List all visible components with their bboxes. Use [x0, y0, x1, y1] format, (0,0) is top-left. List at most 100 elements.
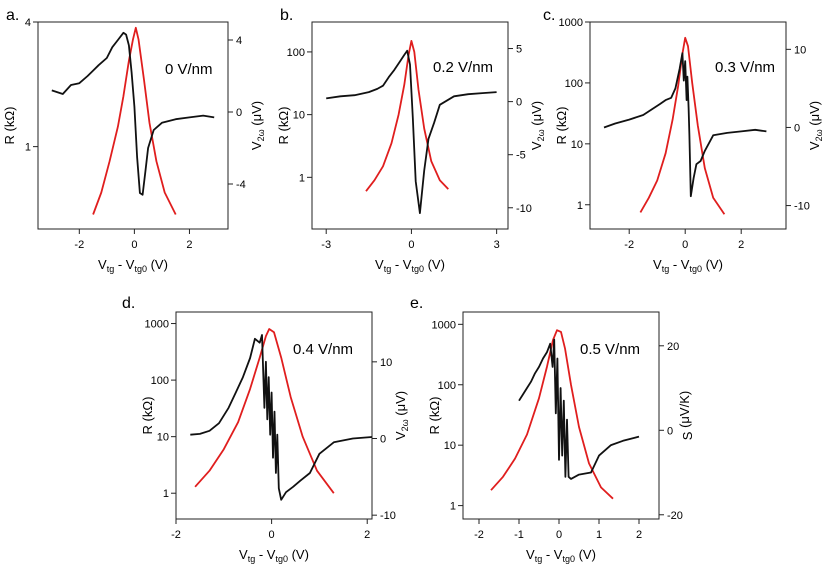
x-label-main: V: [239, 547, 248, 562]
panel-e: e. 0.5 V/nm -2 -1 0 1 2 1 10 100 1000 20 0 -20 Vtg - V…: [410, 295, 695, 564]
field-annotation: 0 V/nm: [165, 61, 213, 78]
x-tick-label: 0: [131, 239, 137, 251]
left-tick-label: 10: [444, 440, 456, 452]
x-tick-label: -1: [514, 529, 524, 541]
right-tick-label: -5: [516, 150, 526, 162]
series-line-v2w: [326, 49, 497, 214]
left-tick-label: 1000: [432, 319, 456, 331]
right-tick-label: 0: [794, 122, 800, 134]
right-label-unit: (μV/K): [677, 391, 692, 432]
right-label-unit: (μV): [393, 391, 408, 419]
right-label-main: S: [680, 431, 695, 440]
right-tick-label: 10: [380, 357, 392, 369]
right-axis-label: V2ω (μV): [529, 101, 546, 150]
left-tick-label: 100: [438, 380, 456, 392]
left-axis-label: R (kΩ): [276, 107, 291, 145]
x-label-mid: - V: [542, 547, 563, 562]
series-line-v2w: [51, 31, 215, 196]
right-tick-label: 0: [667, 425, 673, 437]
panel-label: e.: [410, 295, 423, 312]
right-label-sub: 2ω: [256, 129, 266, 141]
x-axis-label: Vtg - Vtg0 (V): [653, 257, 723, 274]
right-axis-label: V2ω (μV): [393, 391, 410, 440]
x-label-sub2: tg0: [411, 264, 424, 274]
left-axis-label: R (kΩ): [140, 397, 155, 435]
right-label-unit: (μV): [249, 101, 264, 129]
panel-label: a.: [6, 7, 19, 24]
x-label-sub2: tg0: [134, 264, 147, 274]
x-tick-label: -2: [474, 529, 484, 541]
field-annotation: 0.3 V/nm: [715, 59, 775, 76]
x-axis-label: Vtg - Vtg0 (V): [98, 257, 168, 274]
panel-label: c.: [543, 7, 555, 24]
right-tick-label: -20: [667, 510, 683, 522]
right-label-sub: 2ω: [814, 129, 824, 141]
x-label-main: V: [98, 257, 107, 272]
right-tick-label: 20: [667, 341, 679, 353]
plot-frame: [37, 21, 229, 230]
right-label-main: V: [249, 141, 264, 150]
right-tick-label: 4: [236, 35, 242, 47]
right-label-main: V: [807, 141, 822, 150]
x-label-main: V: [375, 257, 384, 272]
x-tick-label: 3: [494, 239, 500, 251]
x-label-unit: (V): [702, 257, 723, 272]
left-tick-label: 10: [571, 139, 583, 151]
right-axis-label: V2ω (μV): [249, 101, 266, 150]
x-tick-label: 2: [636, 529, 642, 541]
right-label-unit: (μV): [529, 101, 544, 129]
left-tick-label: 1: [577, 200, 583, 212]
left-axis-label: R (kΩ): [427, 397, 442, 435]
x-axis-label: Vtg - Vtg0 (V): [526, 547, 596, 564]
left-tick-label: 1: [25, 142, 31, 154]
series-line-r: [92, 26, 177, 215]
left-axis-label: R (kΩ): [554, 107, 569, 145]
left-tick-label: 4: [25, 17, 31, 29]
right-tick-label: 0: [380, 434, 386, 446]
x-label-sub1: tg: [384, 264, 392, 274]
left-tick-label: 1: [450, 501, 456, 513]
series-line-r: [639, 36, 726, 215]
x-tick-label: 2: [738, 239, 744, 251]
plot-frame: [462, 311, 660, 520]
x-label-main: V: [653, 257, 662, 272]
x-label-main: V: [526, 547, 535, 562]
x-tick-label: 0: [408, 239, 414, 251]
left-tick-label: 100: [151, 375, 169, 387]
x-tick-label: 1: [596, 529, 602, 541]
right-tick-label: 5: [516, 44, 522, 56]
series-line-r: [194, 328, 335, 494]
right-label-sub: 2ω: [400, 419, 410, 431]
x-label-unit: (V): [424, 257, 445, 272]
plot-frame: [175, 311, 373, 520]
left-tick-label: 10: [293, 110, 305, 122]
x-tick-label: 0: [269, 529, 275, 541]
x-label-unit: (V): [575, 547, 596, 562]
x-label-unit: (V): [288, 547, 309, 562]
right-tick-label: 0: [516, 97, 522, 109]
x-label-sub2: tg0: [275, 554, 288, 564]
left-tick-label: 1: [299, 172, 305, 184]
right-tick-label: -10: [516, 203, 532, 215]
x-label-sub1: tg: [248, 554, 256, 564]
right-label-main: V: [393, 431, 408, 440]
x-tick-label: 0: [556, 529, 562, 541]
x-label-sub2: tg0: [689, 264, 702, 274]
x-tick-label: 2: [186, 239, 192, 251]
left-tick-label: 10: [157, 432, 169, 444]
panel-label: d.: [122, 295, 135, 312]
x-tick-label: 0: [682, 239, 688, 251]
field-annotation: 0.2 V/nm: [433, 59, 493, 76]
right-label-main: V: [529, 141, 544, 150]
right-label-unit: (μV): [807, 101, 822, 129]
x-label-sub1: tg: [535, 554, 543, 564]
x-label-mid: - V: [391, 257, 412, 272]
x-label-sub2: tg0: [562, 554, 575, 564]
panel-label: b.: [280, 7, 293, 24]
plot-frame: [589, 21, 787, 230]
right-tick-label: 10: [794, 44, 806, 56]
